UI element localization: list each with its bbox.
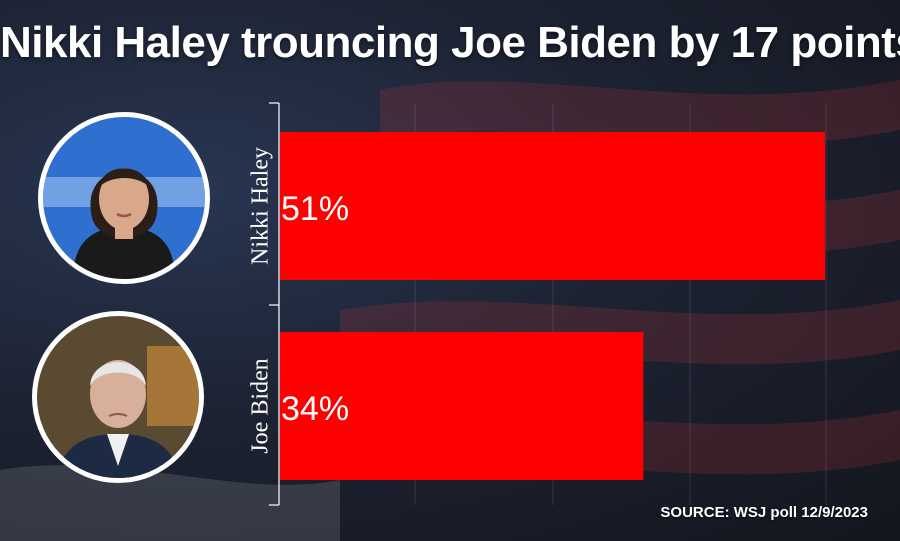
- joe-biden-photo-icon: [37, 316, 199, 478]
- bar-nikki-haley: [280, 132, 825, 280]
- category-label-1: Joe Biden: [248, 358, 274, 453]
- joe-biden-avatar: [32, 311, 204, 483]
- data-label-0: 51%: [281, 190, 349, 228]
- category-label-0: Nikki Haley: [248, 147, 274, 265]
- nikki-haley-avatar: [38, 112, 210, 284]
- chart-title: Nikki Haley trouncing Joe Biden by 17 po…: [0, 18, 900, 67]
- data-label-1: 34%: [281, 390, 349, 428]
- bar-joe-biden: [280, 332, 644, 480]
- source-note: SOURCE: WSJ poll 12/9/2023: [660, 504, 868, 521]
- nikki-haley-photo-icon: [43, 117, 205, 279]
